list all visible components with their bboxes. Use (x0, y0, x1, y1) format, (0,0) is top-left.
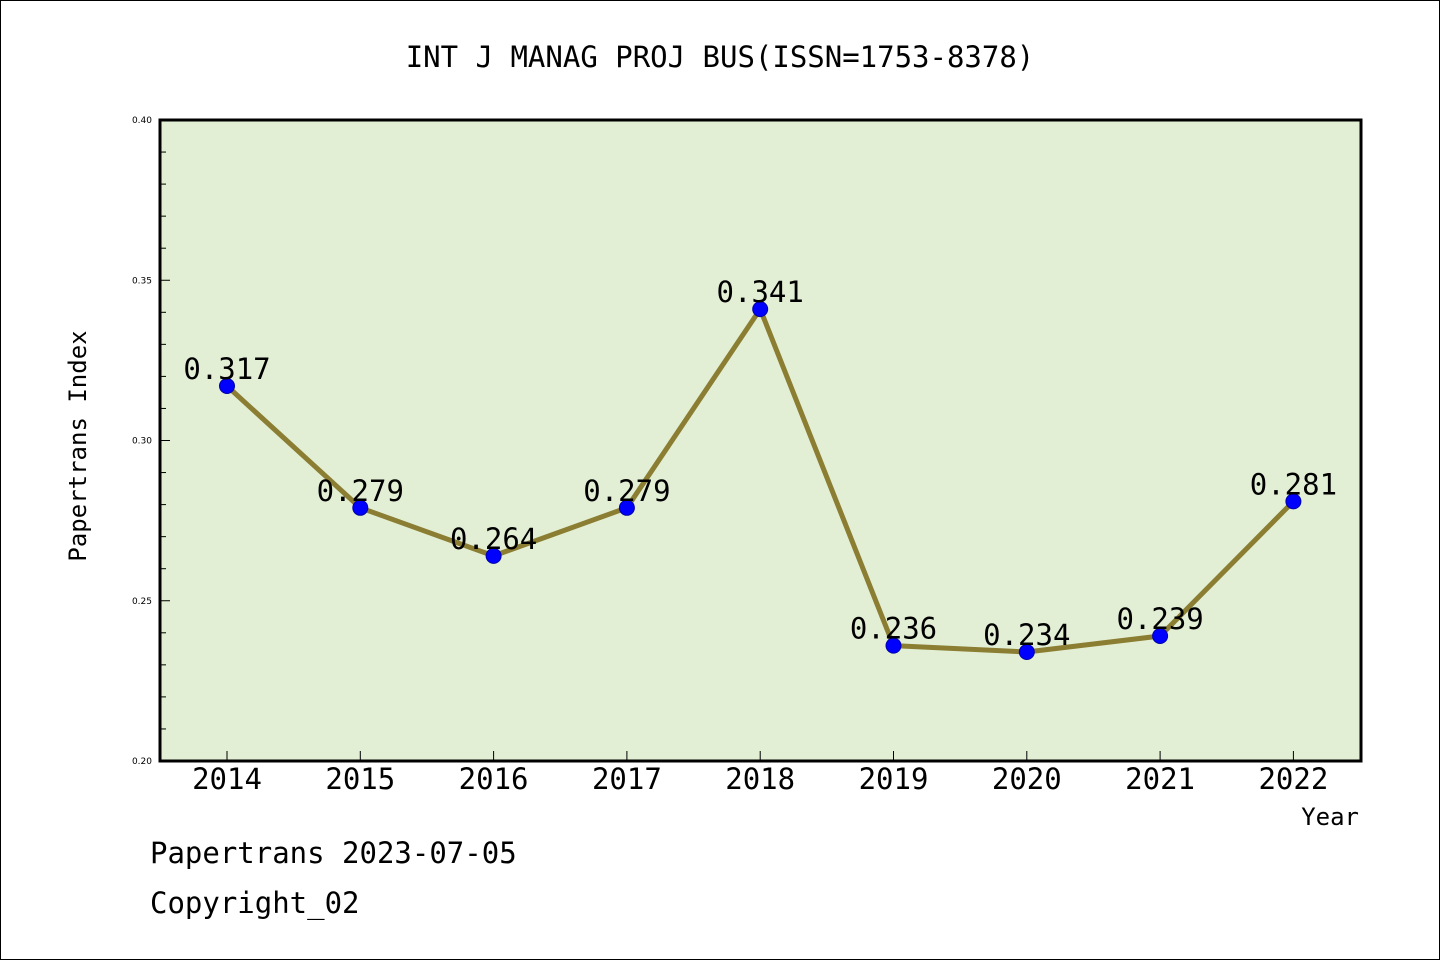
data-point (352, 499, 369, 516)
x-axis-tick-labels: 2014 2015 2016 2017 2018 2019 2020 2021 2022 (192, 762, 1328, 796)
plot-area (158, 118, 1363, 763)
data-point (1152, 628, 1169, 645)
data-point (1285, 493, 1302, 510)
y-minor-ticks (160, 119, 170, 762)
data-point (485, 547, 502, 564)
data-point (618, 499, 635, 516)
x-tick-label: 2019 (859, 762, 929, 796)
x-tick-label: 2014 (192, 762, 262, 796)
data-labels: 0.317 0.279 0.264 0.279 0.341 0.236 0.234 0.239… (183, 275, 1337, 652)
y-tick-label: 0.30 (132, 437, 152, 447)
y-axis-tick-labels: 0.20 0.25 0.30 0.35 0.40 (132, 116, 152, 767)
data-label: 0.234 (983, 618, 1070, 652)
x-tick-label: 2022 (1258, 762, 1328, 796)
y-tick-label: 0.40 (132, 116, 152, 126)
y-tick-label: 0.25 (132, 597, 152, 607)
y-axis-title: Papertrans Index (64, 330, 92, 561)
footer-copyright: Copyright_02 (150, 886, 360, 920)
data-label: 0.279 (583, 474, 670, 508)
data-label: 0.279 (317, 474, 404, 508)
data-point (885, 637, 902, 654)
data-point (752, 301, 769, 318)
y-tick-label: 0.35 (132, 276, 152, 286)
data-label: 0.281 (1250, 467, 1337, 501)
footer-date: Papertrans 2023-07-05 (150, 836, 517, 870)
data-label: 0.341 (717, 275, 804, 309)
data-label: 0.317 (183, 352, 270, 386)
x-axis-title: Year (1301, 803, 1359, 831)
data-label: 0.236 (850, 612, 937, 646)
data-point (1018, 644, 1035, 661)
x-axis-ticks (226, 751, 1294, 761)
y-tick-label: 0.20 (132, 757, 152, 767)
chart-title: INT J MANAG PROJ BUS(ISSN=1753-8378) (406, 40, 1035, 74)
data-label: 0.264 (450, 522, 537, 556)
x-tick-label: 2021 (1125, 762, 1195, 796)
x-tick-label: 2016 (459, 762, 529, 796)
x-tick-label: 2020 (992, 762, 1062, 796)
data-point (219, 378, 235, 395)
x-tick-label: 2018 (725, 762, 795, 796)
x-tick-label: 2015 (325, 762, 395, 796)
data-markers (219, 301, 1302, 661)
data-label: 0.239 (1116, 602, 1203, 636)
x-tick-label: 2017 (592, 762, 662, 796)
